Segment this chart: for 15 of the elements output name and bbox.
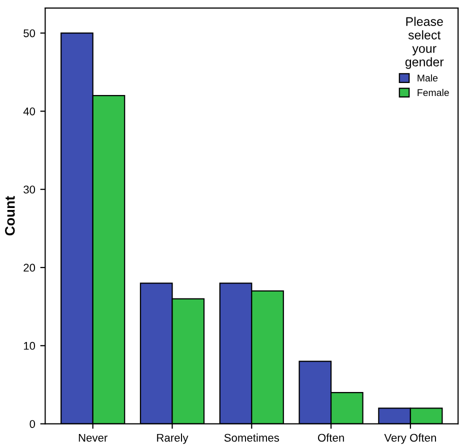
x-tick-label: Very Often bbox=[384, 434, 436, 444]
x-tick-label: Rarely bbox=[157, 434, 188, 444]
y-tick-label: 50 bbox=[24, 29, 36, 38]
x-tick-label: Never bbox=[78, 434, 108, 442]
y-tick-label: 40 bbox=[23, 107, 36, 116]
x-tick-label: Sometimes bbox=[224, 434, 280, 442]
y-tick-label: 0 bbox=[30, 420, 36, 428]
legend-label: Male bbox=[418, 74, 438, 82]
y-tick-label: 10 bbox=[24, 342, 36, 350]
y-tick-label: 30 bbox=[24, 186, 36, 194]
y-tick-label: 20 bbox=[24, 264, 36, 272]
y-axis-title: Count bbox=[4, 196, 15, 236]
legend-label: Female bbox=[418, 88, 449, 96]
x-tick-label: Often bbox=[318, 434, 344, 442]
legend-title: Please select your gender bbox=[405, 16, 444, 69]
